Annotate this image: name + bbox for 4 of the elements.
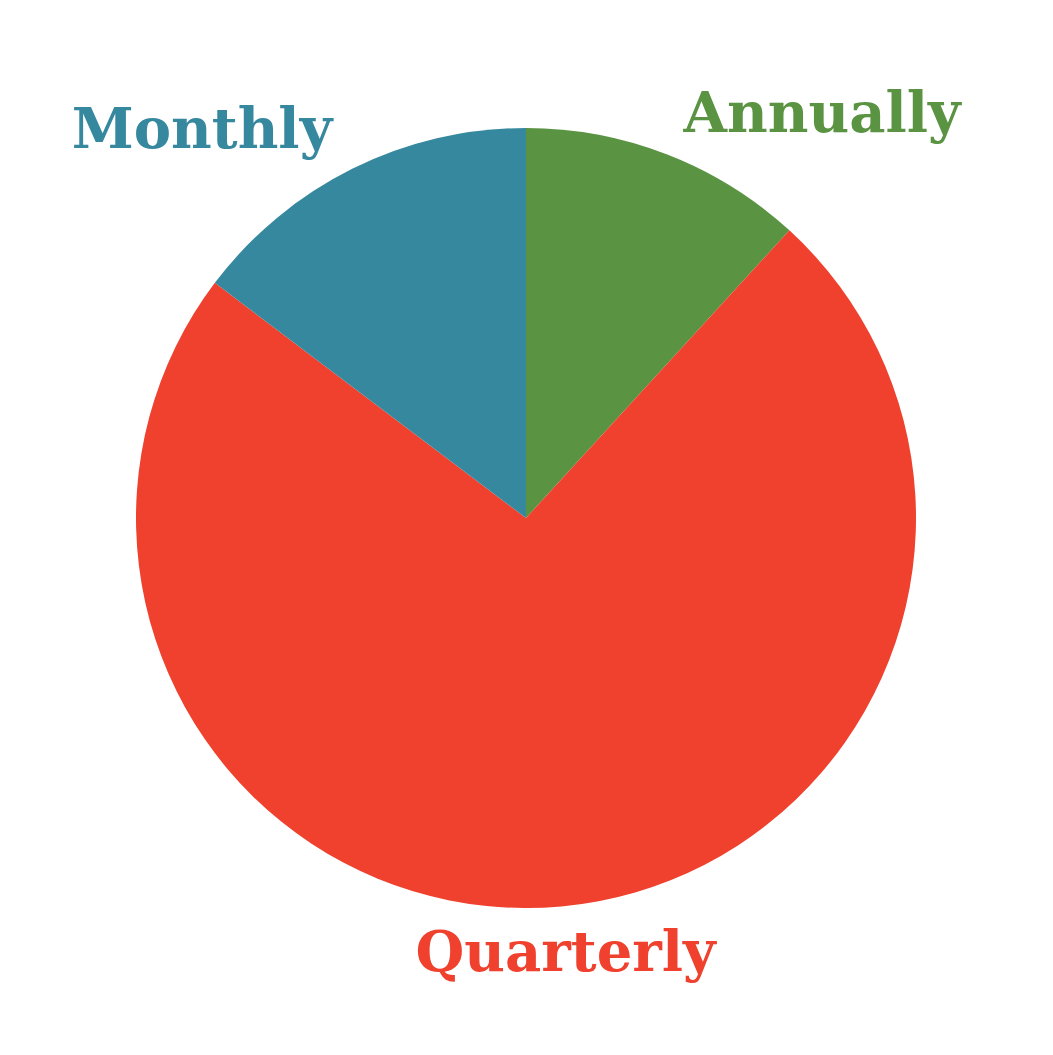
- slice-label: Monthly: [71, 95, 334, 162]
- pie-slice: [136, 230, 916, 908]
- slice-label: Quarterly: [415, 917, 718, 984]
- slice-label: Annually: [682, 79, 963, 146]
